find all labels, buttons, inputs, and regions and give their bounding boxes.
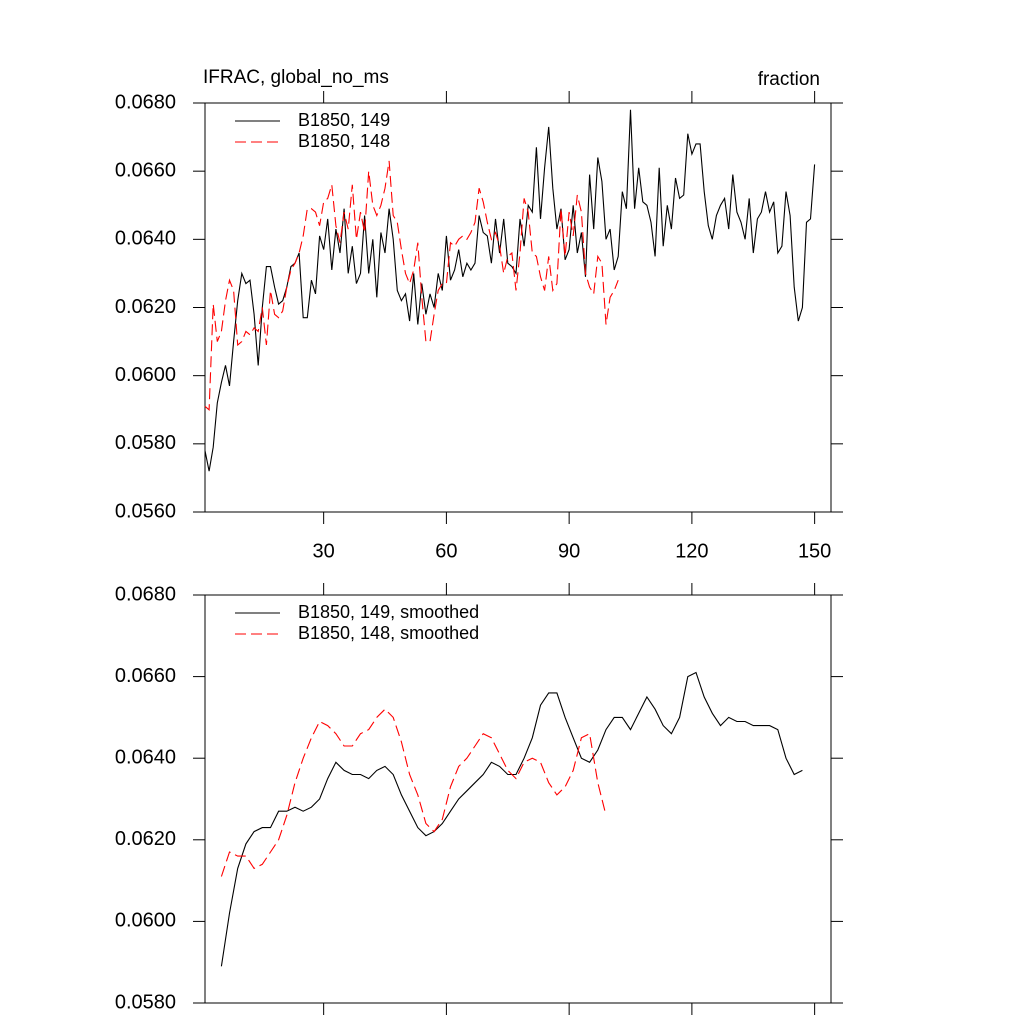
x-tick-label: 90 bbox=[558, 540, 580, 562]
y-tick-label: 0.0580 bbox=[115, 432, 176, 454]
y-tick-label: 0.0620 bbox=[115, 828, 176, 850]
legend-label: B1850, 149, smoothed bbox=[298, 602, 479, 622]
legend-label: B1850, 148, smoothed bbox=[298, 623, 479, 643]
data-line bbox=[220, 671, 803, 967]
plot-frame bbox=[204, 102, 832, 513]
y-tick-label: 0.0580 bbox=[115, 991, 176, 1013]
y-tick-label: 0.0560 bbox=[115, 500, 176, 522]
y-tick-label: 0.0640 bbox=[115, 228, 176, 250]
chart-title: IFRAC, global_no_ms bbox=[203, 67, 389, 88]
y-tick-label: 0.0600 bbox=[115, 364, 176, 386]
x-tick-label: 60 bbox=[435, 540, 457, 562]
y-tick-label: 0.0600 bbox=[115, 910, 176, 932]
y-tick-label: 0.0660 bbox=[115, 665, 176, 687]
y-tick-label: 0.0680 bbox=[115, 91, 176, 113]
y-tick-label: 0.0660 bbox=[115, 159, 176, 181]
y-tick-label: 0.0640 bbox=[115, 746, 176, 768]
plot-frame bbox=[204, 594, 832, 1004]
chart-subtitle: fraction bbox=[758, 69, 820, 90]
legend-label: B1850, 148 bbox=[298, 131, 390, 151]
data-line bbox=[204, 160, 619, 411]
x-tick-label: 120 bbox=[675, 540, 708, 562]
data-line bbox=[204, 109, 816, 472]
x-tick-label: 150 bbox=[798, 540, 831, 562]
y-tick-label: 0.0680 bbox=[115, 583, 176, 605]
legend-label: B1850, 149 bbox=[298, 110, 390, 130]
data-line bbox=[220, 708, 607, 877]
y-tick-label: 0.0620 bbox=[115, 296, 176, 318]
x-tick-label: 30 bbox=[313, 540, 335, 562]
